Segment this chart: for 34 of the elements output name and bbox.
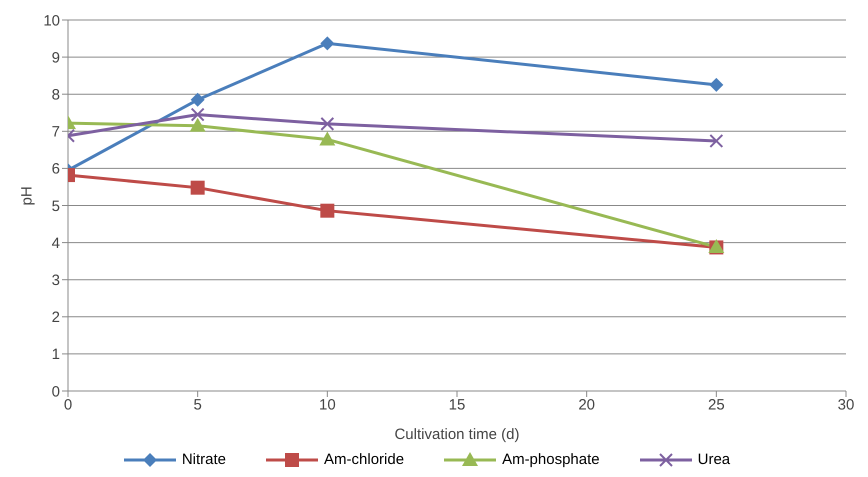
point xyxy=(190,92,205,107)
y-axis-title: pH xyxy=(18,186,36,206)
point xyxy=(320,116,334,131)
x-tick-label: 5 xyxy=(193,396,202,414)
legend-label: Urea xyxy=(698,451,730,468)
x-tick-label: 30 xyxy=(838,396,854,414)
y-tick-label: 10 xyxy=(43,12,60,30)
legend-label: Am-chloride xyxy=(324,451,404,468)
y-tick-label: 2 xyxy=(52,309,60,326)
y-tick-label: 1 xyxy=(52,346,60,364)
x-tick-label: 20 xyxy=(578,396,596,414)
y-tick-label: 5 xyxy=(52,198,60,215)
point xyxy=(190,180,205,195)
point xyxy=(190,108,205,122)
point xyxy=(319,131,336,146)
y-tick-label: 8 xyxy=(52,86,60,104)
x-tick-label: 10 xyxy=(318,396,336,414)
legend-label: Am-phosphate xyxy=(502,451,600,468)
point xyxy=(709,78,724,92)
y-tick-label: 3 xyxy=(52,272,60,290)
x-tick-label: 25 xyxy=(708,396,725,414)
y-tick-label: 4 xyxy=(52,234,60,252)
y-tick-label: 9 xyxy=(52,49,60,66)
x-axis-title: Cultivation time (d) xyxy=(394,426,520,443)
point xyxy=(190,118,206,132)
x-tick-label: 15 xyxy=(448,396,466,414)
point xyxy=(320,36,334,50)
y-tick-label: 0 xyxy=(52,383,60,400)
x-tick-label: 0 xyxy=(64,396,72,414)
point xyxy=(320,204,334,218)
y-tick-label: 6 xyxy=(52,160,60,178)
point xyxy=(709,134,724,148)
y-tick-label: 7 xyxy=(52,124,60,141)
legend-label: Nitrate xyxy=(182,451,226,468)
